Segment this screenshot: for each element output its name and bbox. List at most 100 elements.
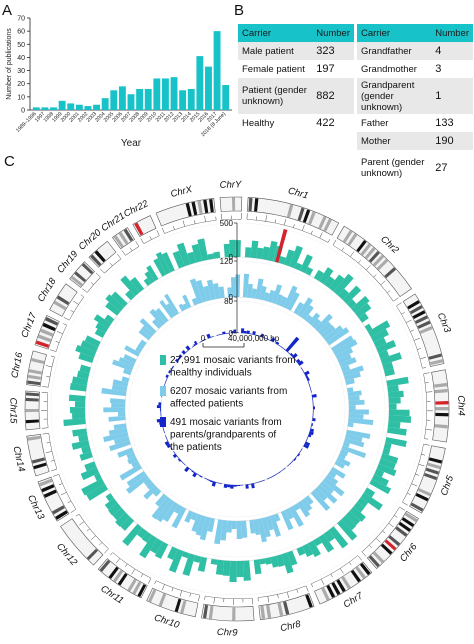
cytoband xyxy=(341,576,351,589)
healthy-track-bar xyxy=(197,238,209,262)
parents-track-bar xyxy=(312,403,314,407)
parents-track-bar xyxy=(225,332,229,334)
chromosome-label: Chr17 xyxy=(19,311,39,340)
table-row: Grandparent (gender unknown) 1 xyxy=(357,78,473,114)
cytoband xyxy=(197,200,203,215)
legend-label: 27,991 mosaic variants from xyxy=(170,355,296,366)
bar xyxy=(136,88,144,110)
affected-track-bar xyxy=(162,501,179,523)
parents-track-bar xyxy=(230,331,234,334)
scale-arc xyxy=(48,433,58,470)
healthy-peak-bar xyxy=(275,228,288,263)
scale-arc xyxy=(143,235,160,244)
parents-track-bar xyxy=(204,477,208,480)
scale-tick xyxy=(425,429,432,431)
scale-tick xyxy=(421,454,425,456)
parents-track-bar xyxy=(260,333,265,338)
affected-track-bar xyxy=(199,516,211,541)
carrier-cell: Grandparent (gender unknown) xyxy=(357,78,432,114)
scale-tick xyxy=(104,548,109,554)
cytoband xyxy=(428,457,443,464)
bar xyxy=(118,86,126,110)
column-header-carrier: Carrier xyxy=(357,24,432,42)
carrier-cell: Healthy xyxy=(238,114,313,132)
affected-track-bar xyxy=(347,387,354,393)
parents-track-bar xyxy=(265,338,269,340)
parents-track-bar xyxy=(160,413,162,417)
affected-track-bar xyxy=(164,293,180,315)
affected-track-bar xyxy=(178,303,185,312)
cytoband xyxy=(347,233,358,246)
healthy-track-bar xyxy=(341,515,357,531)
parents-track-bar xyxy=(277,471,281,474)
parents-track-bar xyxy=(180,460,184,464)
affected-track-bar xyxy=(348,395,360,401)
cytoband xyxy=(25,392,40,397)
affected-track-bar xyxy=(279,296,288,307)
healthy-track-bar xyxy=(378,349,390,359)
parents-track-bar xyxy=(252,330,256,336)
scale-tick xyxy=(293,224,295,228)
cytoband xyxy=(53,300,67,311)
cytoband xyxy=(28,369,43,375)
cytoband xyxy=(70,275,83,287)
cytoband xyxy=(191,201,198,216)
scale-tick xyxy=(375,538,381,543)
healthy-track-bar xyxy=(193,555,202,563)
parents-track-bar xyxy=(280,346,284,349)
scale-tick xyxy=(140,238,144,244)
parents-track-bar xyxy=(172,453,178,459)
healthy-track-bar xyxy=(172,250,185,269)
affected-track-bar xyxy=(330,466,346,479)
healthy-track-bar xyxy=(244,247,252,258)
scale-tick xyxy=(109,262,113,266)
scale-tick xyxy=(154,580,157,585)
cytoband xyxy=(368,555,380,568)
affected-track-bar xyxy=(143,478,152,487)
legend-label: parents/grandparents of xyxy=(170,430,276,441)
affected-track-bar xyxy=(331,335,354,352)
parents-track-bar xyxy=(236,484,241,487)
parents-track-bar xyxy=(192,472,198,478)
healthy-track-bar xyxy=(94,472,102,482)
affected-track-bar xyxy=(267,289,276,303)
healthy-track-bar xyxy=(94,328,106,338)
scale-arc xyxy=(47,392,49,428)
scale-tick xyxy=(135,241,140,247)
affected-track-bar xyxy=(203,285,212,302)
scale-tick xyxy=(140,573,144,578)
scale-tick xyxy=(332,239,337,246)
healthy-track-bar xyxy=(81,478,105,496)
affected-track-bar xyxy=(325,474,339,486)
parents-track-bar xyxy=(298,450,302,454)
affected-track-bar xyxy=(313,487,328,501)
parents-track-bar xyxy=(201,340,204,342)
parents-track-bar xyxy=(308,383,311,387)
bar xyxy=(213,31,221,111)
scale-tick xyxy=(423,443,430,446)
affected-track-bar xyxy=(111,384,128,392)
scale-tick xyxy=(82,288,88,293)
scale-tick xyxy=(41,427,48,429)
bar xyxy=(101,98,109,110)
cytoband xyxy=(137,584,147,598)
cytoband xyxy=(90,254,102,267)
scale-tick xyxy=(99,268,105,274)
legend-label: the patients xyxy=(170,442,222,453)
affected-track-bar xyxy=(123,368,132,376)
parents-track-bar xyxy=(305,438,308,442)
parents-track-bar xyxy=(282,467,286,471)
healthy-track-bar xyxy=(130,277,145,293)
healthy-track-bar xyxy=(63,418,86,427)
scale-tick xyxy=(63,323,67,326)
scale-tick xyxy=(198,595,200,602)
cytoband xyxy=(86,548,99,561)
parents-track-bar xyxy=(300,367,303,371)
healthy-track-bar xyxy=(74,401,86,408)
affected-track-bar xyxy=(103,431,129,443)
parents-track-bar xyxy=(257,335,261,337)
healthy-track-bar xyxy=(372,473,389,487)
healthy-track-bar xyxy=(283,249,295,267)
chromosome-label: ChrY xyxy=(220,179,243,191)
healthy-track-bar xyxy=(115,512,130,527)
